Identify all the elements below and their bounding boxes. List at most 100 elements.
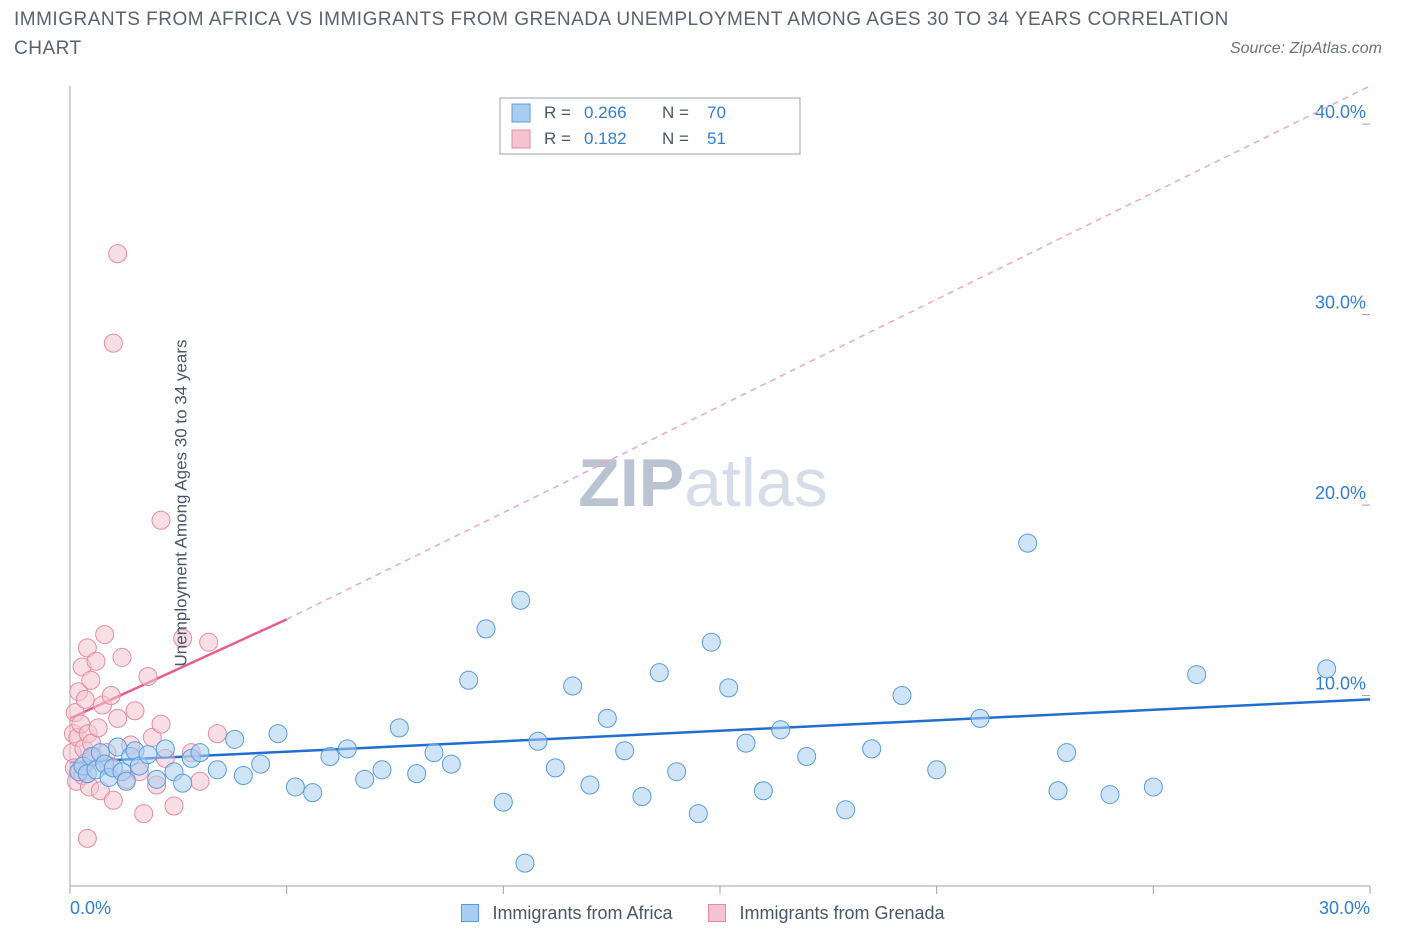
data-point bbox=[191, 772, 209, 790]
data-point bbox=[442, 755, 460, 773]
data-point bbox=[702, 633, 720, 651]
legend-swatch-africa bbox=[461, 904, 479, 922]
data-point bbox=[425, 744, 443, 762]
y-axis-label: Unemployment Among Ages 30 to 34 years bbox=[171, 340, 191, 667]
data-point bbox=[460, 671, 478, 689]
trend-line-grenada-dashed bbox=[287, 86, 1370, 619]
data-point bbox=[87, 652, 105, 670]
data-point bbox=[321, 747, 339, 765]
data-point bbox=[798, 747, 816, 765]
data-point bbox=[546, 759, 564, 777]
stats-legend-swatch bbox=[512, 130, 530, 148]
data-point bbox=[373, 761, 391, 779]
data-point bbox=[252, 755, 270, 773]
data-point bbox=[928, 761, 946, 779]
data-point bbox=[139, 667, 157, 685]
data-point bbox=[668, 763, 686, 781]
scatter-plot-svg: ZIPatlas 0.0%30.0%10.0%20.0%30.0%40.0%R … bbox=[0, 76, 1406, 930]
legend-label-africa: Immigrants from Africa bbox=[492, 903, 672, 923]
data-point bbox=[477, 620, 495, 638]
legend-item-grenada: Immigrants from Grenada bbox=[708, 903, 944, 924]
data-point bbox=[152, 511, 170, 529]
source-attribution: Source: ZipAtlas.com bbox=[1230, 40, 1382, 58]
data-point bbox=[234, 767, 252, 785]
data-point bbox=[152, 715, 170, 733]
data-point bbox=[1188, 666, 1206, 684]
stats-R-label: R = bbox=[544, 129, 571, 148]
y-tick-label: 40.0% bbox=[1315, 102, 1366, 122]
data-point bbox=[113, 648, 131, 666]
bottom-legend: Immigrants from Africa Immigrants from G… bbox=[0, 903, 1406, 924]
stats-legend-swatch bbox=[512, 104, 530, 122]
data-point bbox=[89, 719, 107, 737]
data-point bbox=[720, 679, 738, 697]
stats-N-label: N = bbox=[662, 103, 689, 122]
data-point bbox=[772, 721, 790, 739]
data-point bbox=[165, 797, 183, 815]
data-point bbox=[837, 801, 855, 819]
data-point bbox=[269, 725, 287, 743]
stats-N-value: 51 bbox=[707, 129, 726, 148]
data-point bbox=[139, 746, 157, 764]
data-point bbox=[863, 740, 881, 758]
chart-container: IMMIGRANTS FROM AFRICA VS IMMIGRANTS FRO… bbox=[0, 0, 1406, 930]
chart-area: Unemployment Among Ages 30 to 34 years Z… bbox=[0, 76, 1406, 930]
data-point bbox=[174, 774, 192, 792]
chart-title: IMMIGRANTS FROM AFRICA VS IMMIGRANTS FRO… bbox=[14, 6, 1286, 63]
data-point bbox=[1318, 660, 1336, 678]
data-point bbox=[737, 734, 755, 752]
data-point bbox=[226, 730, 244, 748]
y-tick-label: 20.0% bbox=[1315, 483, 1366, 503]
data-point bbox=[598, 709, 616, 727]
data-point bbox=[104, 334, 122, 352]
data-point bbox=[1019, 534, 1037, 552]
data-point bbox=[971, 709, 989, 727]
stats-R-label: R = bbox=[544, 103, 571, 122]
legend-swatch-grenada bbox=[708, 904, 726, 922]
data-point bbox=[109, 245, 127, 263]
data-point bbox=[156, 740, 174, 758]
data-point bbox=[512, 591, 530, 609]
data-point bbox=[893, 687, 911, 705]
data-point bbox=[408, 765, 426, 783]
data-point bbox=[117, 772, 135, 790]
data-point bbox=[494, 793, 512, 811]
data-point bbox=[1144, 778, 1162, 796]
data-point bbox=[650, 664, 668, 682]
stats-R-value: 0.182 bbox=[584, 129, 627, 148]
data-point bbox=[564, 677, 582, 695]
data-point bbox=[689, 805, 707, 823]
data-point bbox=[390, 719, 408, 737]
data-point bbox=[109, 709, 127, 727]
watermark: ZIPatlas bbox=[578, 445, 827, 521]
data-point bbox=[82, 671, 100, 689]
data-point bbox=[286, 778, 304, 796]
data-point bbox=[148, 770, 166, 788]
data-point bbox=[208, 761, 226, 779]
data-point bbox=[96, 626, 114, 644]
legend-item-africa: Immigrants from Africa bbox=[461, 903, 672, 924]
data-point bbox=[529, 732, 547, 750]
data-point bbox=[304, 784, 322, 802]
data-point bbox=[200, 633, 218, 651]
y-tick-label: 30.0% bbox=[1315, 293, 1366, 313]
data-point bbox=[581, 776, 599, 794]
data-point bbox=[78, 829, 96, 847]
data-point bbox=[126, 702, 144, 720]
data-point bbox=[633, 787, 651, 805]
data-point bbox=[516, 854, 534, 872]
data-point bbox=[754, 782, 772, 800]
data-point bbox=[135, 805, 153, 823]
data-point bbox=[356, 770, 374, 788]
data-point bbox=[208, 725, 226, 743]
data-point bbox=[76, 690, 94, 708]
data-point bbox=[191, 744, 209, 762]
data-point bbox=[338, 740, 356, 758]
data-point bbox=[1058, 744, 1076, 762]
data-point bbox=[1101, 786, 1119, 804]
trend-line-africa bbox=[70, 699, 1370, 762]
stats-R-value: 0.266 bbox=[584, 103, 627, 122]
data-point bbox=[102, 687, 120, 705]
stats-N-label: N = bbox=[662, 129, 689, 148]
stats-N-value: 70 bbox=[707, 103, 726, 122]
